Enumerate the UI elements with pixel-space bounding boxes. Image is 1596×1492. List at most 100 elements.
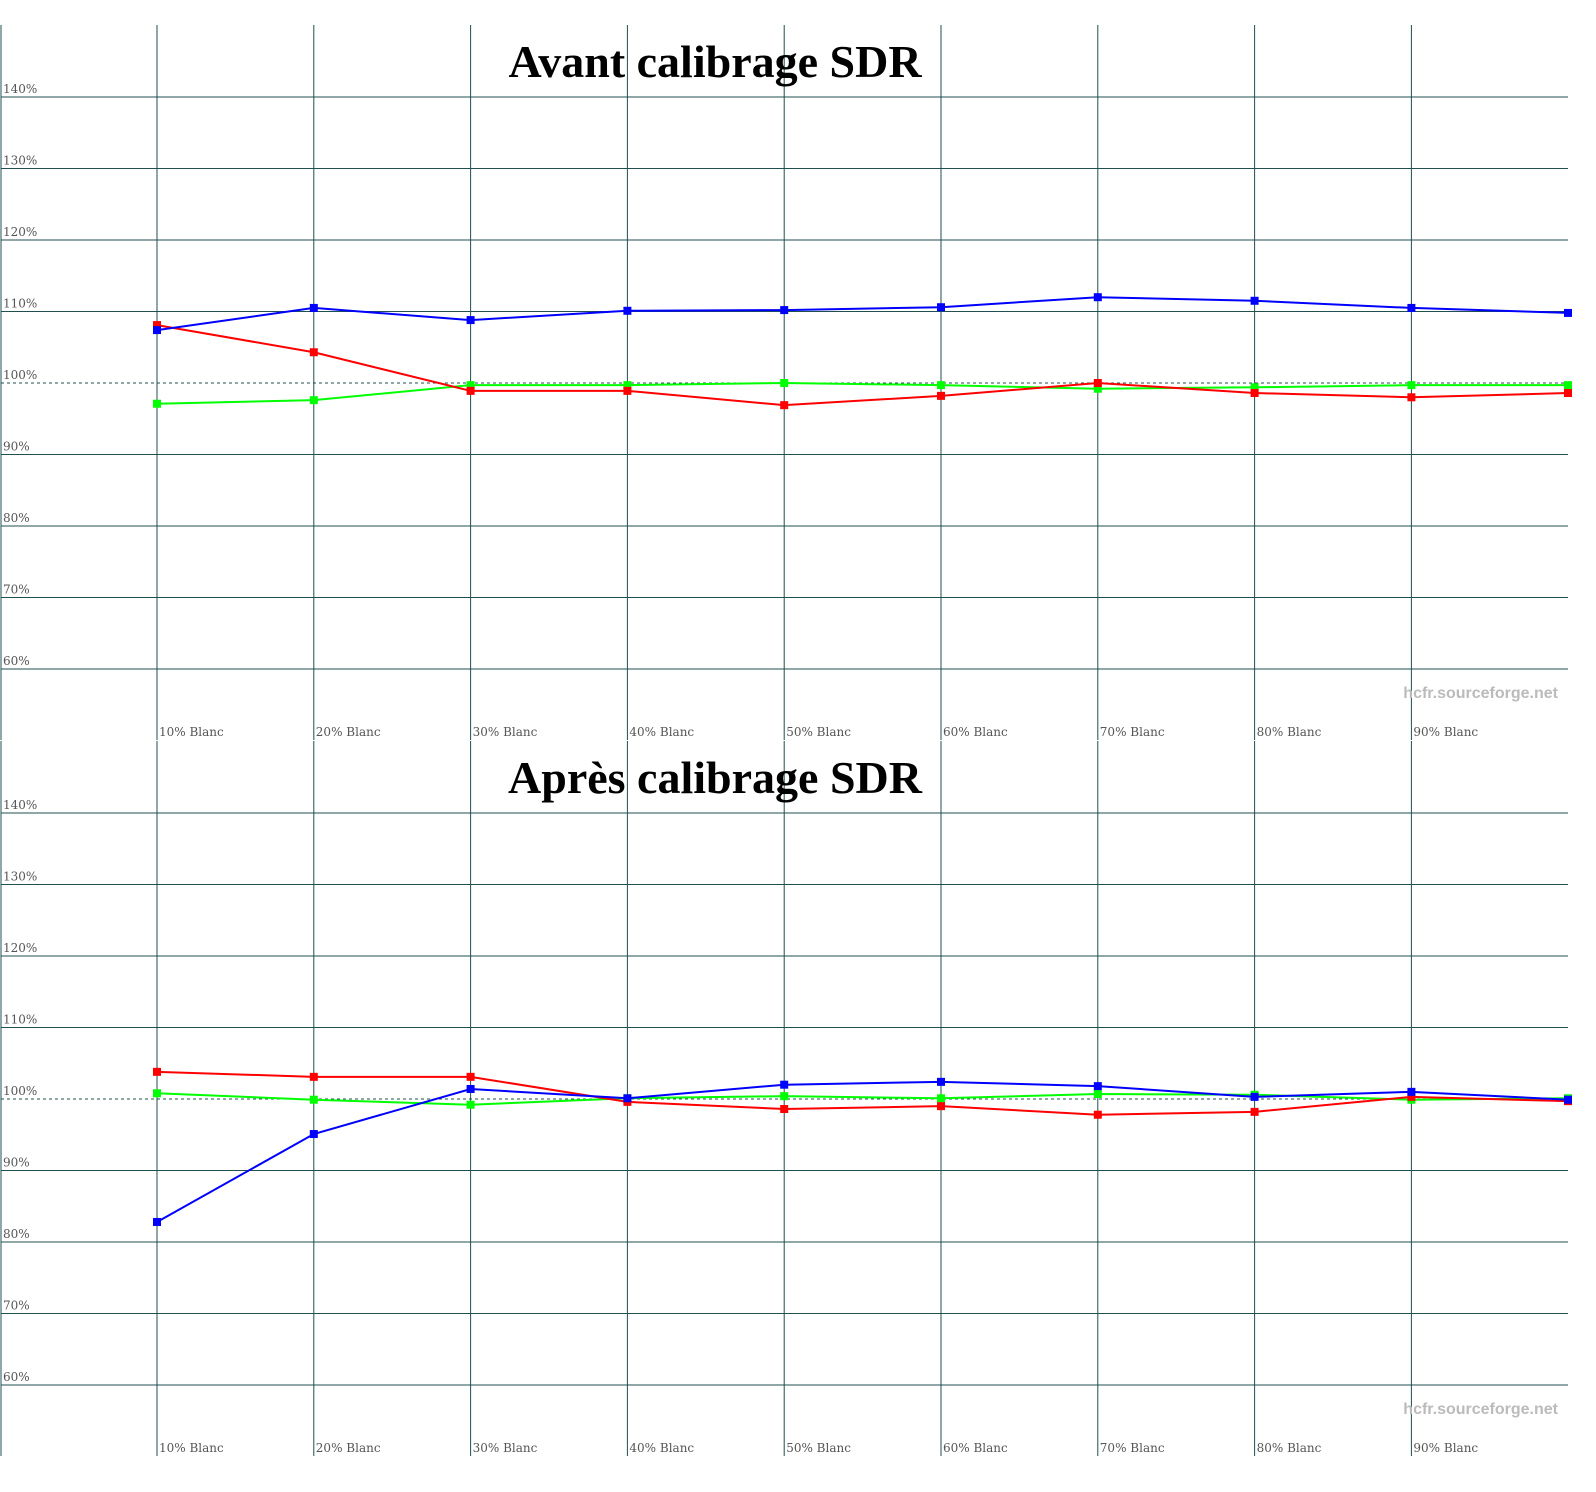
y-tick-label: 100% [3,368,37,382]
series-line [156,1080,1569,1223]
data-point [466,316,475,325]
data-point [1250,383,1259,392]
y-tick-label: 110% [3,297,37,311]
data-point [1250,1092,1259,1101]
x-tick-label: 30% Blanc [473,725,538,739]
data-point [623,381,632,390]
series-line [156,1092,1569,1106]
data-point [780,1105,789,1114]
chart-1: 60% 70% 80% 90% 100% 110% 120% 130% 140% 10% Blan… [0,25,1572,740]
y-tick-label: 110% [3,1013,37,1027]
x-tick-label: 60% Blanc [943,1441,1008,1455]
y-tick-label: 120% [3,941,37,955]
data-point [623,306,632,315]
data-point [1407,381,1416,390]
x-tick-label: 20% Blanc [316,1441,381,1455]
series-#0000ff [153,1077,1572,1226]
data-point [780,1092,789,1101]
data-point [1564,308,1572,317]
data-point [1250,1107,1259,1116]
chart-title: Après calibrage SDR [508,752,923,803]
data-point [153,1217,161,1226]
series-#00ff00 [153,379,1572,408]
x-tick-label: 80% Blanc [1257,725,1322,739]
data-point [623,386,632,395]
data-point [309,1095,318,1104]
data-point [1407,393,1416,402]
y-tick-label: 70% [3,583,30,597]
y-tick-label: 60% [3,1370,30,1384]
y-tick-label: 120% [3,225,37,239]
y-tick-label: 130% [3,870,37,884]
data-point [1407,303,1416,312]
data-point [466,1100,475,1109]
watermark: hcfr.sourceforge.net [1403,1401,1558,1418]
data-point [937,391,945,400]
y-tick-label: 80% [3,511,30,525]
data-point [780,401,789,410]
x-tick-label: 70% Blanc [1100,1441,1165,1455]
data-point [309,1130,318,1139]
x-tick-label: 70% Blanc [1100,725,1165,739]
x-tick-label: 50% Blanc [786,725,851,739]
series-#00ff00 [153,1089,1572,1109]
data-point [1250,296,1259,305]
data-point [153,1067,161,1076]
y-tick-label: 140% [3,82,37,96]
chart-title: Avant calibrage SDR [508,36,922,87]
series-line [156,381,1568,405]
data-point [1093,1110,1102,1119]
x-tick-label: 40% Blanc [629,725,694,739]
data-point [937,1077,945,1086]
data-point [780,306,789,315]
data-point [1564,381,1572,390]
data-point [153,326,161,335]
y-tick-label: 60% [3,654,30,668]
data-point [623,1094,632,1103]
data-point [309,303,318,312]
series-line [156,296,1569,332]
data-point [1407,1092,1416,1101]
x-tick-label: 10% Blanc [159,1441,224,1455]
x-tick-label: 20% Blanc [316,725,381,739]
data-point [1093,384,1102,393]
x-tick-label: 80% Blanc [1257,1441,1322,1455]
y-tick-label: 70% [3,1299,30,1313]
x-tick-label: 90% Blanc [1413,725,1478,739]
series-line [156,324,1569,407]
y-tick-label: 80% [3,1227,30,1241]
x-tick-label: 60% Blanc [943,725,1008,739]
x-tick-label: 30% Blanc [473,1441,538,1455]
y-tick-label: 140% [3,798,37,812]
data-point [466,1072,475,1081]
data-point [1564,1095,1572,1104]
data-point [309,1072,318,1081]
data-point [937,303,945,312]
chart-2: 60% 70% 80% 90% 100% 110% 120% 130% 140% 10% Blan… [0,741,1572,1456]
data-point [1564,389,1572,398]
y-tick-label: 90% [3,1156,30,1170]
x-tick-label: 40% Blanc [629,1441,694,1455]
data-point [466,381,475,390]
y-tick-label: 90% [3,440,30,454]
data-point [153,399,161,408]
data-point [780,379,789,387]
data-point [1093,1082,1102,1091]
data-point [1093,293,1102,302]
data-point [937,1094,945,1103]
series-#ff0000 [153,321,1572,410]
series-line [156,1070,1569,1116]
series-#0000ff [153,293,1572,335]
data-point [1250,389,1259,398]
x-tick-label: 50% Blanc [786,1441,851,1455]
data-point [309,348,318,357]
x-tick-label: 90% Blanc [1413,1441,1478,1455]
data-point [466,1084,475,1093]
data-point [153,321,161,330]
y-tick-label: 130% [3,154,37,168]
data-point [780,1080,789,1089]
data-point [309,396,318,405]
y-tick-label: 100% [3,1084,37,1098]
x-tick-label: 10% Blanc [159,725,224,739]
